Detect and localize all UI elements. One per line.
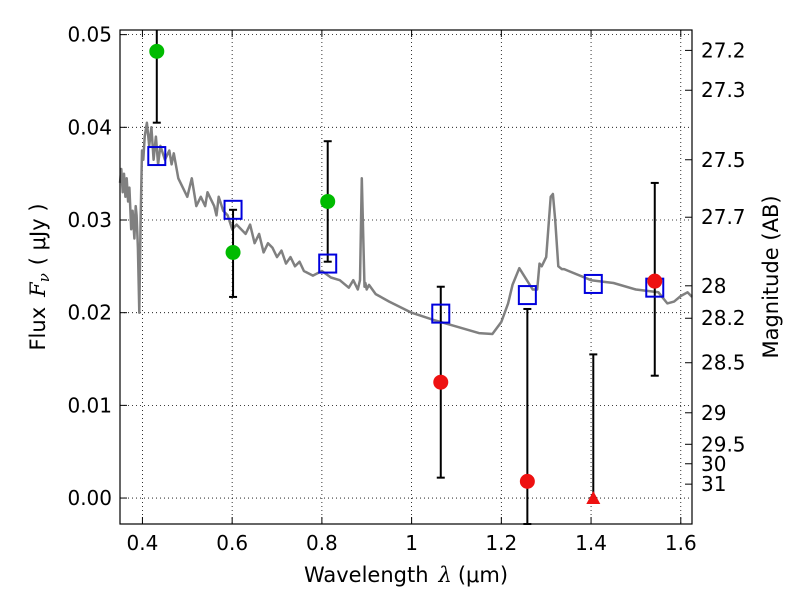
x-axis-label-prefix: Wavelength [304,563,429,587]
mag-tick-label: 27.5 [701,148,746,172]
y-axis-label-prefix: Flux [26,307,50,351]
x-tick-label: 1.4 [575,531,607,555]
y-tick-label: 0.03 [67,208,112,232]
y2-axis-label: Magnitude (AB) [759,195,783,358]
observed-nir-marker [433,375,448,390]
y-axis-label-symbol: F [26,281,50,298]
x-axis-label-symbol: λ [438,563,452,587]
y-tick-label: 0.01 [67,393,112,417]
mag-tick-label: 28.2 [701,306,746,330]
x-axis-label-unit: (μm) [458,563,508,587]
y-axis-label-unit: ( μJy ) [26,203,50,265]
y-tick-label: 0.02 [67,301,112,325]
mag-tick-label: 27.7 [701,205,746,229]
mag-tick-label: 27.2 [701,38,746,62]
y-axis-label-subscript: ν [35,273,53,282]
x-tick-label: 0.6 [216,531,248,555]
observed-nir-marker [520,474,535,489]
mag-tick-label: 31 [701,472,726,496]
mag-tick-label: 28.5 [701,351,746,375]
mag-tick-label: 29 [701,401,726,425]
x-tick-label: 1.6 [665,531,697,555]
y-tick-label: 0.00 [67,486,112,510]
observed-detections-marker [226,245,241,260]
observed-detections-marker [149,44,164,59]
x-tick-label: 0.4 [127,531,159,555]
observed-nir-marker [647,274,662,289]
y-tick-label: 0.05 [67,23,112,47]
y-tick-label: 0.04 [67,115,112,139]
observed-detections-marker [320,194,335,209]
x-axis-label: Wavelength λ (μm) [304,563,508,587]
mag-tick-label: 28 [701,274,726,298]
sed-chart: 0.4 0.6 0.8 1 1.2 1.4 1.6 0.00 0.01 0.02 0.03 0.04 0… [0,0,800,600]
x-tick-label: 1.2 [485,531,517,555]
mag-tick-label: 27.3 [701,78,746,102]
x-tick-label: 1 [405,531,418,555]
x-tick-label: 0.8 [306,531,338,555]
